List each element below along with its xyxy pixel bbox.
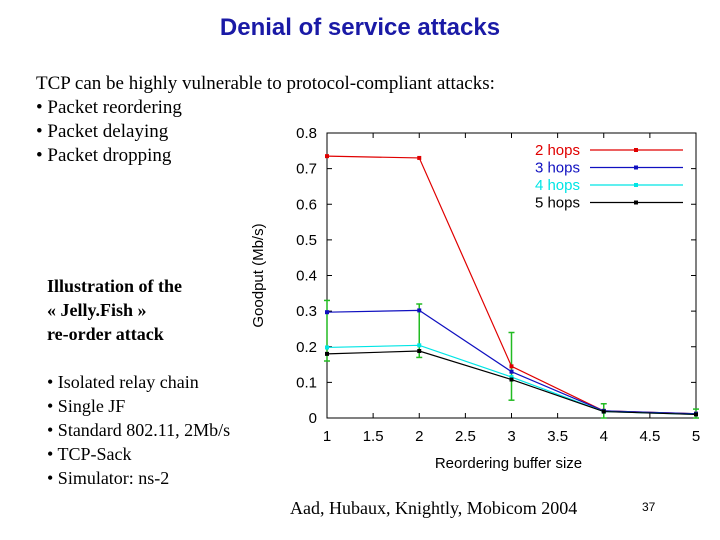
data-point bbox=[417, 349, 422, 354]
legend-label: 4 hops bbox=[535, 177, 580, 194]
x-tick-label: 2.5 bbox=[455, 428, 476, 445]
legend-marker bbox=[634, 165, 638, 170]
x-tick-label: 1 bbox=[323, 428, 331, 445]
x-axis-label: Reordering buffer size bbox=[435, 455, 582, 472]
y-tick-label: 0.1 bbox=[296, 374, 317, 391]
setup-bullet: • TCP-Sack bbox=[47, 444, 132, 464]
illustration-line: re-order attack bbox=[47, 324, 164, 344]
page-number: 37 bbox=[642, 500, 656, 514]
x-tick-label: 3 bbox=[507, 428, 515, 445]
data-point bbox=[509, 375, 514, 380]
intro-line: TCP can be highly vulnerable to protocol… bbox=[36, 73, 495, 94]
legend-label: 2 hops bbox=[535, 142, 580, 159]
legend-marker bbox=[634, 148, 638, 152]
illustration-line: « Jelly.Fish » bbox=[47, 300, 147, 320]
x-tick-label: 5 bbox=[692, 428, 700, 445]
y-tick-label: 0.7 bbox=[296, 161, 317, 178]
data-point bbox=[509, 369, 514, 374]
x-tick-label: 3.5 bbox=[547, 428, 568, 445]
intro-bullet: • Packet delaying bbox=[36, 121, 169, 142]
data-point bbox=[325, 154, 329, 159]
y-axis-label: Goodput (Mb/s) bbox=[250, 223, 267, 327]
intro-bullet: • Packet dropping bbox=[36, 145, 172, 166]
y-tick-label: 0.6 bbox=[296, 196, 317, 213]
data-point bbox=[694, 412, 698, 417]
data-point bbox=[509, 364, 514, 369]
y-tick-label: 0.8 bbox=[296, 125, 317, 142]
illustration-caption: Illustration of the « Jelly.Fish » re-or… bbox=[47, 274, 182, 346]
data-point bbox=[417, 155, 422, 160]
setup-bullet: • Simulator: ns-2 bbox=[47, 468, 170, 488]
data-point bbox=[325, 345, 329, 350]
y-tick-label: 0.3 bbox=[296, 303, 317, 320]
data-point bbox=[417, 308, 422, 313]
setup-bullet: • Single JF bbox=[47, 396, 126, 416]
setup-bullet: • Standard 802.11, 2Mb/s bbox=[47, 420, 231, 440]
x-tick-label: 4.5 bbox=[639, 428, 660, 445]
data-point bbox=[325, 351, 329, 356]
legend-label: 5 hops bbox=[535, 195, 580, 212]
x-tick-label: 4 bbox=[600, 428, 608, 445]
legend-marker bbox=[634, 183, 638, 187]
slide-title: Denial of service attacks bbox=[219, 14, 501, 41]
data-point bbox=[601, 409, 606, 414]
citation: Aad, Hubaux, Knightly, Mobicom 2004 bbox=[290, 498, 578, 518]
intro-bullet: • Packet reordering bbox=[36, 97, 182, 118]
y-tick-label: 0.2 bbox=[296, 339, 317, 356]
intro-text: TCP can be highly vulnerable to protocol… bbox=[36, 72, 495, 168]
y-tick-label: 0 bbox=[309, 410, 317, 427]
y-tick-label: 0.4 bbox=[296, 268, 317, 285]
setup-bullet: • Isolated relay chain bbox=[47, 372, 199, 392]
x-tick-label: 1.5 bbox=[363, 428, 384, 445]
illustration-line: Illustration of the bbox=[47, 276, 182, 296]
legend-label: 3 hops bbox=[535, 160, 580, 177]
data-point bbox=[325, 310, 329, 315]
data-point bbox=[509, 377, 514, 382]
setup-bullets: • Isolated relay chain • Single JF • Sta… bbox=[47, 370, 230, 490]
legend-marker bbox=[634, 200, 638, 205]
x-tick-label: 2 bbox=[415, 428, 423, 445]
data-point bbox=[417, 343, 422, 348]
y-tick-label: 0.5 bbox=[296, 232, 317, 249]
